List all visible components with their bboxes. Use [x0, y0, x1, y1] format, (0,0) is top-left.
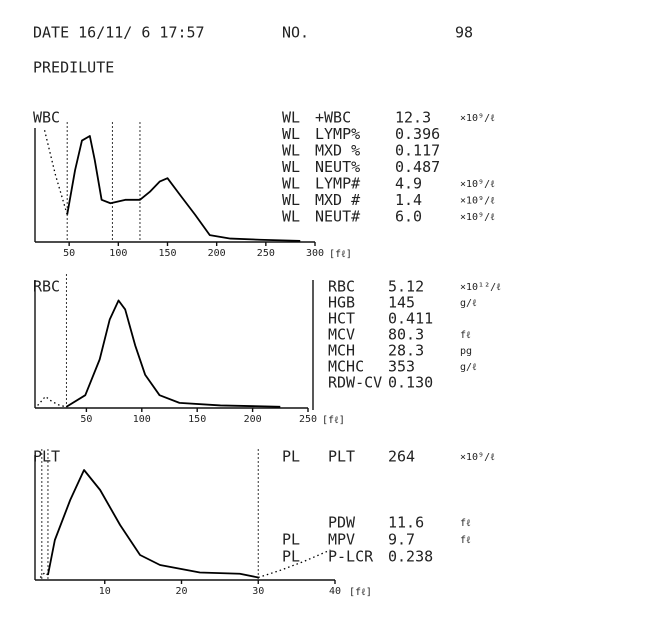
result-flag: WL — [282, 158, 300, 176]
x-tick-label: 100 — [133, 414, 151, 425]
x-tick-label: 30 — [252, 586, 264, 597]
result-value: 80.3 — [388, 326, 424, 344]
result-value: 0.117 — [395, 142, 440, 160]
result-flag: WL — [282, 125, 300, 143]
result-unit: ×10⁹/ℓ — [460, 196, 495, 207]
result-value: 0.238 — [388, 548, 433, 566]
result-name: MCHC — [328, 358, 364, 376]
number-label: NO. — [282, 24, 309, 42]
x-tick-label: 50 — [63, 248, 75, 259]
x-tick-label: 250 — [257, 248, 275, 259]
result-value: 5.12 — [388, 278, 424, 296]
result-name: HCT — [328, 310, 355, 328]
histogram-curve — [66, 135, 301, 242]
result-value: 6.0 — [395, 208, 422, 226]
result-flag: PL — [282, 448, 300, 466]
x-tick-label: 20 — [175, 586, 187, 597]
result-unit: fℓ — [460, 518, 471, 529]
result-value: 0.130 — [388, 374, 433, 392]
result-name: PLT — [328, 448, 355, 466]
result-flag: PL — [282, 531, 300, 549]
histogram-curve — [258, 549, 331, 579]
result-name: P-LCR — [328, 548, 374, 566]
result-name: MCH — [328, 342, 355, 360]
x-tick-label: 10 — [99, 586, 111, 597]
x-unit: [fℓ] — [322, 415, 345, 426]
result-unit: ×10¹²/ℓ — [460, 282, 501, 293]
result-name: LYMP% — [315, 125, 360, 143]
mode: PREDILUTE — [33, 59, 114, 77]
result-value: 9.7 — [388, 531, 415, 549]
chart-title: PLT — [33, 448, 60, 466]
result-unit: pg — [460, 346, 472, 357]
result-name: RDW-CV — [328, 374, 382, 392]
x-tick-label: 40 — [329, 586, 341, 597]
result-unit: ×10⁹/ℓ — [460, 452, 495, 463]
x-tick-label: 150 — [158, 248, 176, 259]
result-name: MXD % — [315, 142, 360, 160]
result-name: NEUT# — [315, 208, 360, 226]
result-name: RBC — [328, 278, 355, 296]
result-name: +WBC — [315, 109, 351, 127]
result-flag: WL — [282, 191, 300, 209]
result-value: 145 — [388, 294, 415, 312]
histogram-curve — [47, 469, 259, 579]
result-value: 28.3 — [388, 342, 424, 360]
result-name: LYMP# — [315, 175, 360, 193]
x-tick-label: 100 — [109, 248, 127, 259]
result-value: 4.9 — [395, 175, 422, 193]
result-name: NEUT% — [315, 158, 360, 176]
result-unit: fℓ — [460, 330, 471, 341]
x-tick-label: 150 — [188, 414, 206, 425]
x-tick-label: 300 — [306, 248, 324, 259]
result-value: 0.411 — [388, 310, 433, 328]
histogram-curve — [37, 395, 67, 408]
x-tick-label: 50 — [80, 414, 92, 425]
result-unit: g/ℓ — [460, 298, 477, 309]
x-tick-label: 250 — [299, 414, 317, 425]
result-unit: fℓ — [460, 535, 471, 546]
result-unit: ×10⁹/ℓ — [460, 179, 495, 190]
x-tick-label: 200 — [208, 248, 226, 259]
result-value: 264 — [388, 448, 415, 466]
result-value: 0.487 — [395, 158, 440, 176]
chart-title: WBC — [33, 109, 60, 127]
date: DATE 16/11/ 6 17:57 — [33, 24, 205, 42]
result-flag: WL — [282, 175, 300, 193]
x-unit: [fℓ] — [349, 587, 372, 598]
result-flag: WL — [282, 208, 300, 226]
result-unit: g/ℓ — [460, 362, 477, 373]
histogram-curve — [43, 130, 68, 215]
result-value: 0.396 — [395, 125, 440, 143]
histogram-curve — [39, 571, 49, 578]
x-tick-label: 200 — [244, 414, 262, 425]
result-name: MXD # — [315, 191, 360, 209]
result-flag: PL — [282, 548, 300, 566]
result-flag: WL — [282, 109, 300, 127]
chart-title: RBC — [33, 278, 60, 296]
result-name: PDW — [328, 514, 356, 532]
result-value: 353 — [388, 358, 415, 376]
result-name: HGB — [328, 294, 355, 312]
result-value: 1.4 — [395, 191, 422, 209]
result-unit: ×10⁹/ℓ — [460, 212, 495, 223]
result-unit: ×10⁹/ℓ — [460, 113, 495, 124]
number: 98 — [455, 24, 473, 42]
x-unit: [fℓ] — [329, 249, 352, 260]
result-value: 11.6 — [388, 514, 424, 532]
result-name: MPV — [328, 531, 355, 549]
result-value: 12.3 — [395, 109, 431, 127]
histogram-curve — [65, 299, 281, 408]
result-name: MCV — [328, 326, 355, 344]
result-flag: WL — [282, 142, 300, 160]
